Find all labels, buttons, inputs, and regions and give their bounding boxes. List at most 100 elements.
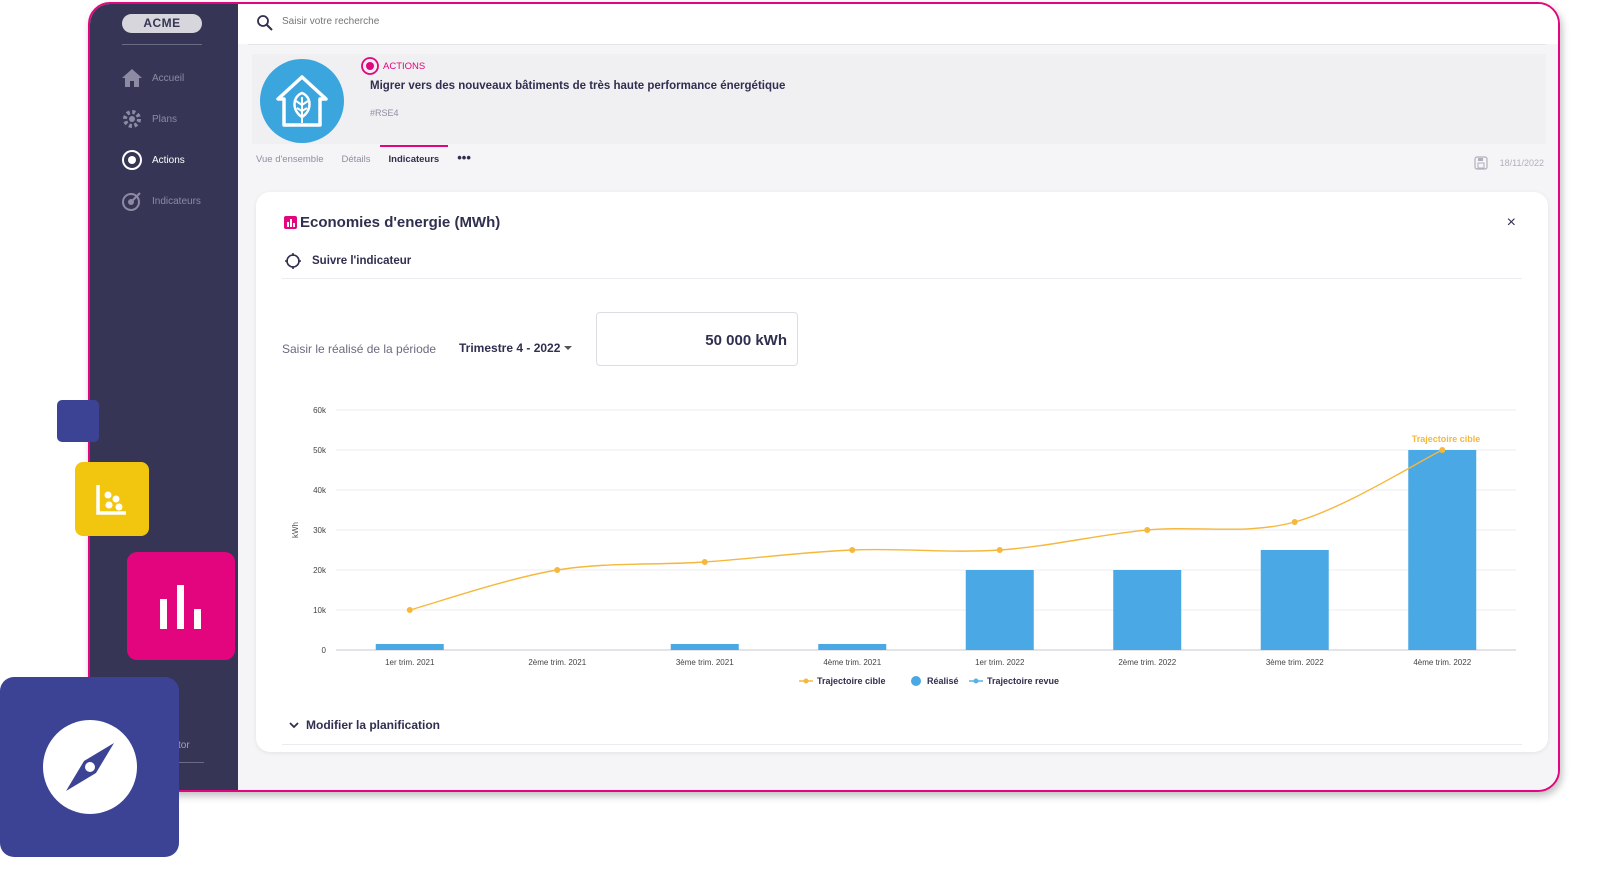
follow-indicator-label: Suivre l'indicateur (312, 255, 412, 267)
target-point (849, 547, 856, 553)
card-title-text: Economies d'energie (MWh) (300, 214, 501, 231)
action-type-badge: ACTIONS (360, 56, 425, 76)
sidebar-divider (122, 44, 202, 45)
modify-planning-toggle[interactable]: Modifier la planification (288, 718, 440, 732)
follow-indicator-button[interactable]: Suivre l'indicateur (284, 252, 411, 270)
sidebar-item-label: Plans (152, 113, 178, 125)
home-icon (120, 66, 144, 90)
search-bar (238, 4, 1558, 44)
legend-item[interactable]: Trajectoire cible (799, 676, 886, 686)
sidebar-item-plans[interactable]: Plans (120, 107, 177, 131)
x-tick-label: 3ème trim. 2022 (1266, 658, 1324, 667)
close-button[interactable]: × (1506, 214, 1516, 231)
x-tick-label: 2ème trim. 2022 (1118, 658, 1176, 667)
search-icon[interactable] (256, 14, 274, 32)
leaf-house-icon (260, 59, 344, 143)
legend-label: Réalisé (927, 676, 959, 686)
target-point (554, 567, 561, 573)
indicator-card: Economies d'energie (MWh) × Suivre l'ind… (256, 192, 1548, 752)
action-title: Migrer vers des nouveaux bâtiments de tr… (370, 80, 786, 92)
bar-realise (818, 644, 887, 650)
y-tick-label: 40k (313, 486, 327, 495)
y-tick-label: 50k (313, 446, 327, 455)
crosshair-icon (285, 253, 301, 269)
sidebar: ACME Accueil Plans Actions Indicateurs (90, 4, 238, 790)
y-tick-label: 10k (313, 606, 327, 615)
main-content: ACTIONS Migrer vers des nouveaux bâtimen… (238, 4, 1558, 790)
bar-realise (1113, 570, 1182, 650)
x-tick-label: 3ème trim. 2021 (676, 658, 734, 667)
bar-realise (1408, 450, 1477, 650)
dart-target-icon (120, 189, 144, 213)
tab-bar: Vue d'ensemble Détails Indicateurs ••• (256, 145, 489, 174)
app-window: ACME Accueil Plans Actions Indicateurs (88, 2, 1560, 792)
caret-down-icon (564, 346, 573, 350)
legend-marker (803, 678, 809, 684)
target-icon (120, 148, 144, 172)
legend-marker (911, 676, 921, 686)
card-title: Economies d'energie (MWh) (284, 214, 500, 231)
last-update-date: 18/11/2022 (1499, 158, 1544, 168)
sidebar-item-indicateurs[interactable]: Indicateurs (120, 189, 201, 213)
legend-label: Trajectoire cible (817, 676, 886, 686)
sidebar-item-actions[interactable]: Actions (120, 148, 185, 172)
tab-indicateurs[interactable]: Indicateurs (379, 145, 448, 174)
target-point (701, 559, 708, 565)
more-tabs-button[interactable]: ••• (457, 150, 471, 165)
search-input[interactable] (282, 16, 682, 27)
x-tick-label: 4ème trim. 2022 (1413, 658, 1471, 667)
compass-icon (0, 677, 179, 857)
target-trajectory-line (409, 449, 1443, 611)
bar-realise (375, 644, 444, 650)
action-type-label: ACTIONS (383, 60, 426, 72)
sidebar-item-label: Indicateurs (152, 195, 201, 207)
tab-vue-ensemble[interactable]: Vue d'ensemble (256, 154, 324, 165)
y-axis-label: kWh (291, 522, 300, 538)
sidebar-item-label: Actions (152, 154, 185, 166)
legend-marker (973, 678, 979, 684)
sidebar-item-label: Accueil (152, 72, 185, 84)
date-info: 18/11/2022 (1474, 156, 1544, 170)
action-tag[interactable]: #RSE4 (370, 108, 399, 118)
legend-item[interactable]: Réalisé (911, 676, 959, 686)
save-icon[interactable] (1474, 156, 1488, 170)
bar-realise (670, 644, 739, 650)
scatter-chart-icon (75, 462, 149, 536)
chevron-down-icon (289, 722, 299, 729)
divider (282, 744, 1522, 745)
legend-item[interactable]: Trajectoire revue (969, 676, 1059, 686)
divider (248, 44, 1546, 45)
y-tick-label: 30k (313, 526, 327, 535)
period-label: Saisir le réalisé de la période (282, 342, 437, 356)
action-header: ACTIONS Migrer vers des nouveaux bâtimen… (252, 54, 1546, 144)
target-trajectory-annotation: Trajectoire cible (1412, 434, 1481, 444)
decorative-navy-tile (57, 400, 99, 442)
x-tick-label: 2ème trim. 2021 (528, 658, 586, 667)
app-logo[interactable]: ACME (122, 14, 202, 33)
x-tick-label: 4ème trim. 2021 (823, 658, 881, 667)
legend-label: Trajectoire revue (987, 676, 1059, 686)
sidebar-bottom-label[interactable]: tor (178, 740, 190, 751)
realized-value-input[interactable]: 50 000 kWh (596, 312, 798, 366)
period-select-value: Trimestre 4 - 2022 (459, 341, 561, 355)
bar-realise (965, 570, 1034, 650)
bar-chart-icon (127, 552, 235, 660)
target-point (1291, 519, 1298, 525)
modify-planning-label: Modifier la planification (306, 718, 441, 732)
y-tick-label: 0 (322, 646, 327, 655)
gear-icon (120, 107, 144, 131)
sidebar-item-accueil[interactable]: Accueil (120, 66, 184, 90)
tab-details[interactable]: Détails (341, 154, 371, 165)
bar-realise (1260, 550, 1329, 650)
y-tick-label: 20k (313, 566, 327, 575)
period-entry-row: Saisir le réalisé de la période Trimestr… (282, 312, 822, 366)
target-point (406, 607, 413, 613)
divider (282, 278, 1522, 279)
bar-chart-icon (284, 216, 297, 229)
target-point (996, 547, 1003, 553)
x-tick-label: 1er trim. 2022 (975, 658, 1025, 667)
period-select[interactable]: Trimestre 4 - 2022 (459, 341, 573, 355)
target-icon (361, 57, 379, 75)
energy-savings-chart: 0 10k 20k 30k 40k 50k 60k 1er trim. 2021 2ème t… (291, 406, 1516, 686)
y-tick-label: 60k (313, 406, 327, 415)
